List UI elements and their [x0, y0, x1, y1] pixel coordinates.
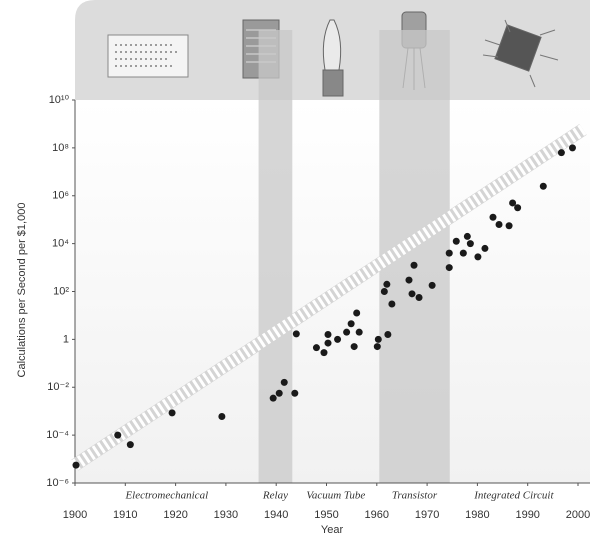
- point: [374, 343, 381, 350]
- point: [73, 462, 80, 469]
- point: [356, 329, 363, 336]
- x-tick-label: 1920: [163, 509, 187, 521]
- point: [351, 343, 358, 350]
- point: [325, 331, 332, 338]
- x-tick-label: 1970: [415, 509, 439, 521]
- x-tick-label: 1960: [365, 509, 389, 521]
- point: [460, 250, 467, 257]
- point: [293, 330, 300, 337]
- point: [409, 290, 416, 297]
- y-axis-label: Calculations per Second per $1,000: [16, 203, 28, 378]
- y-tick-label: 10⁻⁶: [46, 477, 69, 489]
- point: [467, 240, 474, 247]
- x-tick-label: 1930: [214, 509, 238, 521]
- point: [353, 310, 360, 317]
- era-label: Transistor: [392, 490, 438, 502]
- x-tick-label: 1940: [264, 509, 288, 521]
- x-tick-label: 1950: [314, 509, 338, 521]
- era-label: Electromechanical: [124, 490, 208, 502]
- point: [453, 238, 460, 245]
- x-tick-label: 1980: [465, 509, 489, 521]
- x-tick-label: 1990: [515, 509, 539, 521]
- point: [313, 344, 320, 351]
- x-tick-label: 1910: [113, 509, 137, 521]
- point: [514, 204, 521, 211]
- era-label: Vacuum Tube: [306, 490, 365, 502]
- point: [320, 349, 327, 356]
- point: [405, 277, 412, 284]
- y-tick-label: 10²: [53, 285, 69, 297]
- y-tick-label: 10⁻²: [47, 381, 69, 393]
- point: [411, 262, 418, 269]
- x-axis-label: Year: [321, 524, 344, 536]
- point: [281, 379, 288, 386]
- point: [270, 395, 277, 402]
- chart: Year Calculations per Second per $1,000 …: [0, 0, 600, 542]
- point: [558, 149, 565, 156]
- point: [218, 413, 225, 420]
- point: [127, 441, 134, 448]
- point: [416, 294, 423, 301]
- point: [169, 409, 176, 416]
- point: [384, 331, 391, 338]
- point: [383, 281, 390, 288]
- era-band: [259, 30, 293, 483]
- point: [325, 340, 332, 347]
- point: [388, 301, 395, 308]
- y-tick-label: 10¹⁰: [49, 94, 70, 106]
- point: [489, 214, 496, 221]
- point: [429, 282, 436, 289]
- era-label: Relay: [262, 490, 288, 502]
- era-label: Integrated Circuit: [473, 490, 554, 502]
- point: [506, 222, 513, 229]
- point: [291, 390, 298, 397]
- y-tick-label: 10⁸: [52, 142, 69, 154]
- point: [114, 432, 121, 439]
- point: [540, 183, 547, 190]
- point: [343, 329, 350, 336]
- x-tick-label: 2000: [566, 509, 590, 521]
- point: [481, 245, 488, 252]
- y-tick-label: 10⁴: [52, 238, 69, 250]
- point: [381, 288, 388, 295]
- point: [464, 233, 471, 240]
- point: [446, 264, 453, 271]
- point: [348, 320, 355, 327]
- y-tick-label: 10⁻⁴: [46, 429, 69, 441]
- x-tick-label: 1900: [63, 509, 87, 521]
- point: [446, 250, 453, 257]
- point: [496, 221, 503, 228]
- point: [474, 253, 481, 260]
- y-tick-label: 1: [63, 333, 69, 345]
- point: [334, 336, 341, 343]
- point: [569, 144, 576, 151]
- y-tick-label: 10⁶: [52, 190, 69, 202]
- point: [276, 390, 283, 397]
- point: [375, 336, 382, 343]
